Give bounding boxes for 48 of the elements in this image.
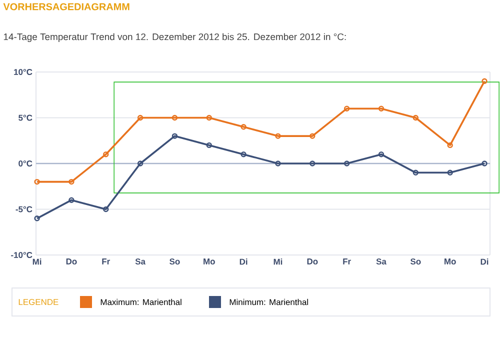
x-tick-label: Fr — [102, 258, 110, 264]
point — [310, 133, 316, 139]
y-tick-label: 10°C — [14, 69, 32, 75]
point — [275, 133, 281, 139]
point — [344, 160, 350, 166]
x-tick-label: Mo — [204, 258, 215, 264]
point — [344, 106, 350, 112]
x-tick-label: So — [170, 258, 180, 265]
legend-title: LEGENDE — [18, 299, 58, 305]
x-tick-label: Mo — [444, 258, 456, 264]
point — [103, 152, 109, 158]
x-tick-label: Sa — [376, 258, 386, 265]
point — [206, 114, 212, 121]
y-tick-label: 0°C — [18, 160, 32, 166]
point — [412, 170, 419, 176]
x-tick-label: Di — [240, 258, 248, 265]
x-tick-label: Mi — [32, 258, 42, 265]
x-tick-label: Do — [66, 258, 77, 264]
chart-subtitle: 14-Tage Temperatur Trend von 12. Dezember 2012 bis 25. Dezember 2012 in °C: — [4, 33, 346, 42]
point — [68, 178, 74, 185]
point — [240, 124, 246, 130]
point — [378, 106, 384, 112]
y-tick-label: -10°C — [11, 252, 32, 258]
point — [412, 114, 419, 121]
point — [240, 152, 246, 158]
y-tick-label: 5°C — [18, 114, 32, 121]
point — [206, 142, 212, 148]
point — [137, 114, 144, 121]
point — [310, 160, 316, 166]
point — [172, 114, 178, 121]
point — [137, 160, 144, 166]
point — [378, 152, 384, 158]
legend-label: Maximum: Marienthal — [100, 298, 182, 306]
x-tick-label: Di — [480, 258, 488, 265]
x-tick-label: Fr — [343, 258, 351, 264]
x-tick-label: So — [410, 258, 421, 265]
point — [68, 197, 74, 203]
x-tick-label: Do — [307, 258, 318, 264]
y-tick-label: -5°C — [16, 206, 32, 212]
point — [447, 142, 453, 148]
x-tick-label: Sa — [135, 258, 146, 265]
point — [103, 206, 109, 212]
point — [275, 160, 281, 166]
x-tick-label: Mi — [274, 258, 282, 265]
chart-title: VORHERSAGEDIAGRAMM — [3, 3, 130, 10]
legend-label: Minimum: Marienthal — [230, 298, 308, 306]
point — [447, 170, 453, 176]
point — [172, 133, 178, 139]
